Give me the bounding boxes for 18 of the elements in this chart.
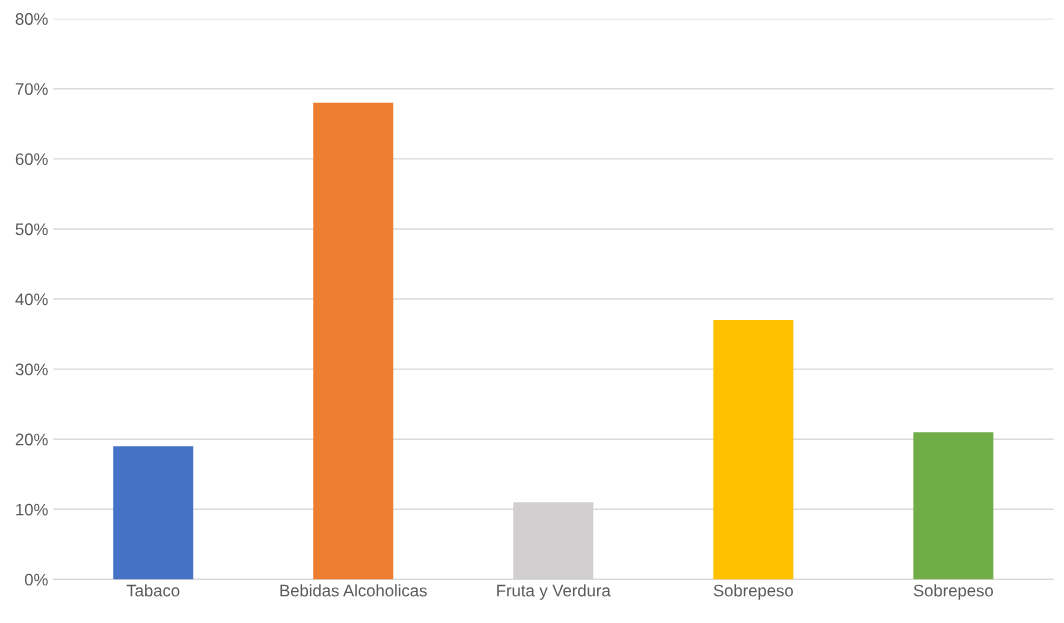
bar bbox=[913, 432, 994, 580]
y-tick-label: 0% bbox=[24, 573, 48, 586]
y-tick-label: 50% bbox=[15, 223, 48, 236]
bar bbox=[313, 102, 394, 580]
x-tick-label: Bebidas Alcoholicas bbox=[280, 584, 427, 597]
y-tick-label: 30% bbox=[15, 363, 48, 376]
x-tick-label: Sobrepeso bbox=[913, 584, 993, 600]
y-tick-label: 20% bbox=[15, 433, 48, 446]
y-tick-label: 40% bbox=[15, 293, 48, 306]
y-tick-label: 10% bbox=[16, 503, 48, 516]
x-tick-label: Tabaco bbox=[126, 584, 180, 597]
y-tick-label: 80% bbox=[15, 13, 48, 25]
y-tick-label: 60% bbox=[15, 153, 48, 166]
x-tick-label: Fruta y Verdura bbox=[497, 584, 611, 600]
bar bbox=[713, 320, 794, 580]
x-tick-label: Sobrepeso bbox=[713, 584, 793, 600]
y-tick-label: 70% bbox=[15, 83, 48, 95]
bar bbox=[113, 446, 194, 580]
